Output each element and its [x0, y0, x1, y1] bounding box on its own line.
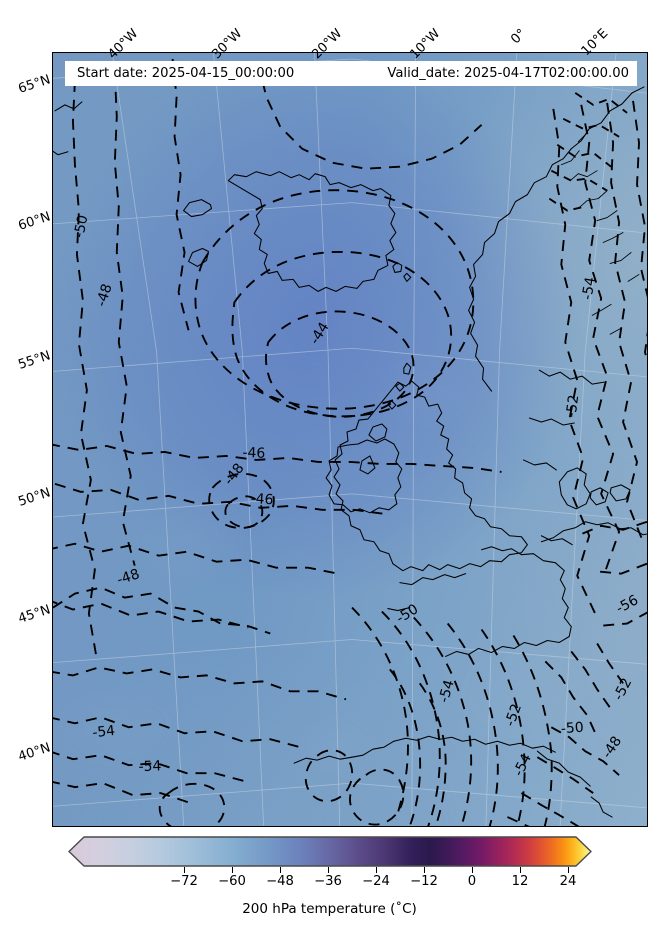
lat-label-40N: 40°N [16, 740, 53, 765]
contour-label: -48 [221, 461, 248, 489]
cb-tick-label-24: 24 [559, 874, 577, 889]
lat-label-55N: 55°N [16, 348, 53, 373]
contour-label: -56 [613, 592, 641, 617]
temperature-contours [53, 58, 647, 826]
lat-label-50N: 50°N [16, 485, 53, 510]
date-header-band: Start date: 2025-04-15_00:00:00 Valid_da… [65, 61, 637, 86]
contour-label: -48 [115, 566, 142, 588]
cb-tick-label-minus72: −72 [170, 874, 198, 889]
contour-label: -48 [93, 282, 115, 309]
cb-tick-label-minus48: −48 [266, 874, 294, 889]
temperature-field-texture [53, 53, 647, 826]
cb-tick-label-minus36: −36 [314, 874, 342, 889]
contour-label: -52 [502, 702, 525, 729]
cb-tick-label-minus12: −12 [410, 874, 438, 889]
colorbar-gradient [68, 836, 592, 867]
map-axes[interactable]: -50 -48 -44 -46 -48 -46 -48 -54 -54 -50 … [52, 52, 648, 827]
contour-label: -46 [250, 491, 274, 509]
contour-label: -44 [307, 319, 333, 347]
contour-label: -50 [393, 601, 421, 627]
lat-label-65N: 65°N [16, 72, 53, 97]
lat-label-60N: 60°N [16, 209, 53, 234]
temperature-field-base [53, 53, 647, 826]
colorbar-title: 200 hPa temperature (˚C) [242, 901, 417, 917]
contour-label: -48 [599, 734, 625, 762]
contour-label: -54 [138, 758, 161, 775]
map-overlay: -50 -48 -44 -46 -48 -46 -48 -54 -54 -50 … [53, 53, 647, 826]
contour-label: -54 [511, 751, 535, 779]
temperature-field [53, 53, 647, 826]
lat-label-45N: 45°N [16, 602, 53, 627]
valid-date-label: Valid_date: 2025-04-17T02:00:00.00 [387, 66, 629, 81]
cb-tick-label-0: 0 [467, 874, 477, 889]
cb-tick-label-minus60: −60 [218, 874, 246, 889]
cb-tick-label-minus24: −24 [362, 874, 390, 889]
contour-label: -54 [579, 276, 599, 301]
contour-label: -50 [560, 720, 584, 738]
start-date-label: Start date: 2025-04-15_00:00:00 [77, 66, 295, 81]
contour-label: -52 [610, 676, 635, 704]
contour-label: -50 [71, 214, 91, 240]
coastlines [53, 86, 647, 818]
contour-label: -54 [436, 678, 458, 704]
colorbar[interactable] [68, 836, 592, 867]
cb-tick-label-12: 12 [511, 874, 529, 889]
contour-labels: -50 -48 -44 -46 -48 -46 -48 -54 -54 -50 … [71, 214, 641, 779]
contour-label: -52 [563, 394, 582, 419]
contour-label: -46 [242, 445, 265, 462]
contour-label: -54 [92, 723, 116, 741]
